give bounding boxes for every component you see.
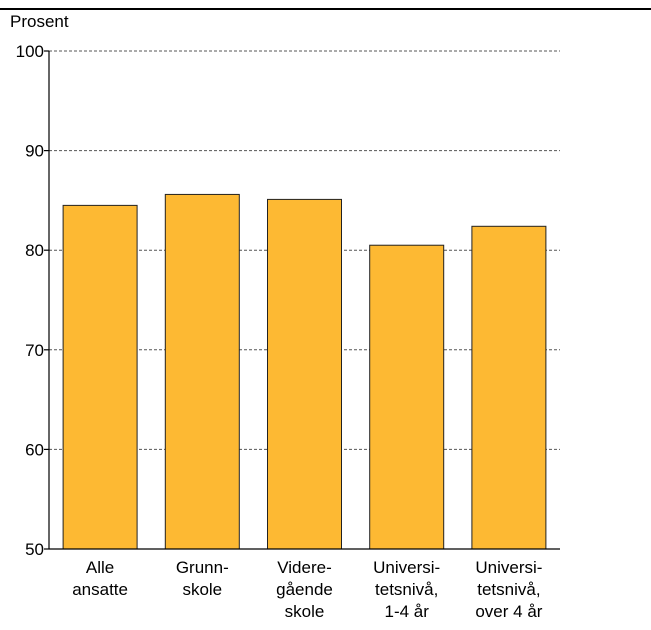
axes [44, 50, 560, 550]
x-category-label: Universi-tetsnivå, 1-4 år [373, 558, 440, 621]
bar [369, 244, 445, 550]
x-category-labels: Alle ansatte Grunn-skole Videre-gående skole… [72, 558, 543, 621]
bar [62, 204, 138, 550]
x-category-label: Alle ansatte [72, 558, 128, 599]
y-tick-label: 80 [25, 241, 44, 260]
y-tick-label: 50 [25, 540, 44, 559]
y-tick-label: 60 [25, 440, 44, 459]
x-category-label: Universi-tetsnivå, over 4 år [475, 558, 542, 621]
y-axis-title: Prosent [10, 12, 69, 31]
bar [164, 193, 240, 550]
y-tick-label: 70 [25, 341, 44, 360]
y-tick-labels: 50 60 70 80 90 100 [16, 42, 44, 559]
x-category-label: Grunn-skole [176, 558, 229, 599]
y-tick-label: 100 [16, 42, 44, 61]
bars [62, 193, 547, 550]
x-category-label: Videre-gående skole [276, 558, 333, 621]
bar [267, 198, 342, 550]
y-tick-label: 90 [25, 142, 44, 161]
bar [471, 225, 547, 550]
